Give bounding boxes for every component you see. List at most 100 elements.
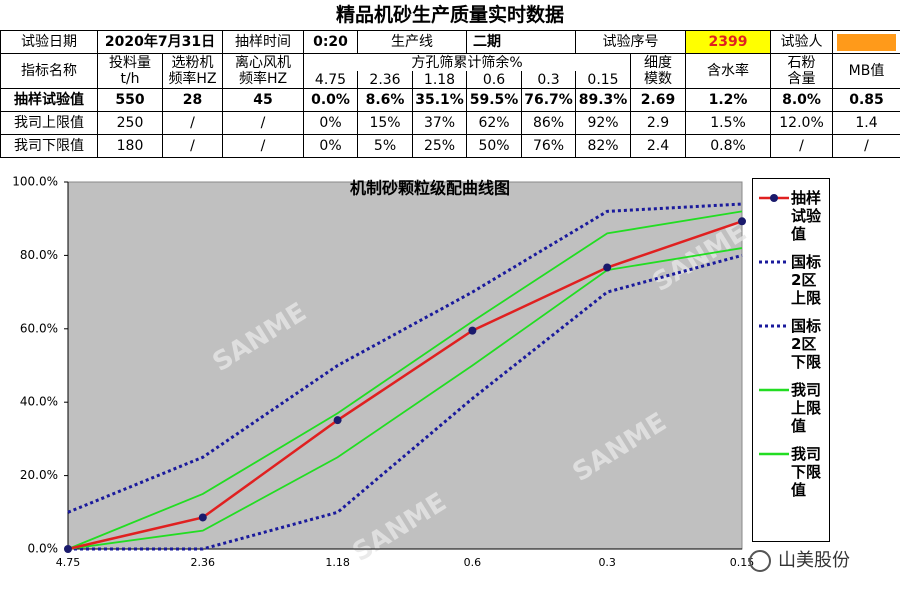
legend-marker [770, 194, 778, 202]
cell: 我司上限值 [0, 111, 98, 135]
cell: 45 [222, 88, 305, 112]
chart-title: 机制砂颗粒级配曲线图 [350, 179, 510, 198]
legend-item: 我司下限值 [757, 445, 829, 499]
series-line [68, 253, 743, 551]
y-tick-label: 60.0% [20, 321, 58, 335]
cell: 生产线 [357, 30, 468, 54]
cell: 试验日期 [0, 30, 98, 54]
series-line [67, 220, 743, 551]
y-tick-label: 0.0% [28, 542, 59, 556]
cell: / [770, 134, 834, 158]
point [333, 416, 342, 425]
cell: 抽样时间 [222, 30, 305, 54]
legend-label: 抽样试验值 [791, 189, 822, 243]
cell: 抽样试验值 [0, 88, 98, 112]
cell: 离心风机 频率HZ [222, 53, 305, 89]
cell: 50% [466, 134, 523, 158]
y-tick-label: 100.0% [12, 175, 58, 189]
legend-label: 我司下限值 [791, 445, 822, 499]
cell: 89.3% [575, 88, 632, 112]
cell: 550 [97, 88, 163, 112]
cell: 8.0% [770, 88, 834, 112]
brand-icon [749, 550, 771, 572]
cell: 0% [303, 134, 359, 158]
cell: 28 [161, 88, 224, 112]
page-title: 精品机砂生产质量实时数据 [335, 4, 564, 26]
cell: 含水率 [685, 53, 772, 89]
cell: 方孔筛累计筛余% [303, 53, 632, 71]
x-tick-label: 0.6 [464, 556, 482, 569]
cell: 76.7% [521, 88, 577, 112]
quality-table: 试验日期 2020年7月31日 抽样时间 0:20 生产线 二期 试验序号 23… [0, 30, 900, 158]
point [738, 217, 746, 226]
cell: 4.75 [303, 71, 359, 89]
legend-label: 我司上限值 [791, 381, 822, 435]
cell: 59.5% [466, 88, 523, 112]
cell: 25% [412, 134, 468, 158]
cell: 1.4 [832, 111, 900, 135]
redacted-cell [832, 30, 900, 54]
x-tick-label: 1.18 [325, 556, 350, 569]
legend-item: 国标2区上限 [757, 253, 829, 307]
cell: 细度 模数 [630, 53, 687, 89]
cell: 2.4 [630, 134, 687, 158]
cell: 选粉机 频率HZ [161, 53, 224, 89]
legend-swatch [759, 452, 789, 456]
cell: 0.85 [832, 88, 900, 112]
cell: 我司下限值 [0, 134, 98, 158]
cell: 试验人 [770, 30, 834, 54]
cell: 37% [412, 111, 468, 135]
plot-area [67, 181, 743, 550]
cell: 0:20 [303, 30, 359, 54]
cell: 1.18 [412, 71, 468, 89]
cell: 92% [575, 111, 632, 135]
point [198, 513, 207, 522]
cell: 2020年7月31日 [96, 30, 224, 54]
cell: 82% [575, 134, 632, 158]
legend-item: 抽样试验值 [757, 189, 829, 243]
cell: / [222, 134, 305, 158]
cell: 试验序号 [575, 30, 687, 54]
cell: 0.6 [466, 71, 523, 89]
legend: 抽样试验值国标2区上限 国标2区下限 我司上限值我司下限值 [752, 178, 830, 542]
x-tick-label: 0.15 [730, 556, 755, 569]
series-line [67, 247, 743, 550]
cell: 2399 [685, 30, 772, 54]
cell: 0.15 [575, 71, 632, 89]
point [603, 263, 612, 272]
y-tick-label: 80.0% [20, 248, 58, 262]
x-tick-label: 2.36 [191, 556, 216, 569]
cell: 2.69 [630, 88, 687, 112]
x-tick-label: 0.3 [598, 556, 616, 569]
brand: 山美股份 [778, 550, 850, 571]
cell: / [222, 111, 305, 135]
cell: 0.8% [685, 134, 772, 158]
cell: 76% [521, 134, 577, 158]
legend-item: 国标2区下限 [757, 317, 829, 371]
cell: 石粉 含量 [770, 53, 834, 89]
legend-swatch [759, 324, 789, 328]
cell: 1.5% [685, 111, 772, 135]
cell: 0.3 [521, 71, 577, 89]
cell: 8.6% [357, 88, 414, 112]
chart: SANMESANMESANMESANME0.0%20.0%40.0%60.0%8… [0, 168, 900, 600]
point [64, 545, 72, 553]
legend-swatch [759, 194, 789, 202]
legend-item: 我司上限值 [757, 381, 829, 435]
cell: 投料量 t/h [97, 53, 163, 89]
cell: 35.1% [412, 88, 468, 112]
legend-label: 国标2区上限 [791, 253, 822, 307]
cell: 2.36 [357, 71, 414, 89]
cell: 二期 [466, 30, 577, 54]
series-line [67, 202, 743, 514]
cell: / [161, 134, 224, 158]
cell: 1.2% [685, 88, 772, 112]
cell: 62% [466, 111, 523, 135]
cell: 5% [357, 134, 414, 158]
cell: / [161, 111, 224, 135]
cell: 250 [97, 111, 163, 135]
cell: 86% [521, 111, 577, 135]
cell: / [832, 134, 900, 158]
legend-label: 国标2区下限 [791, 317, 822, 371]
cell: 2.9 [630, 111, 687, 135]
